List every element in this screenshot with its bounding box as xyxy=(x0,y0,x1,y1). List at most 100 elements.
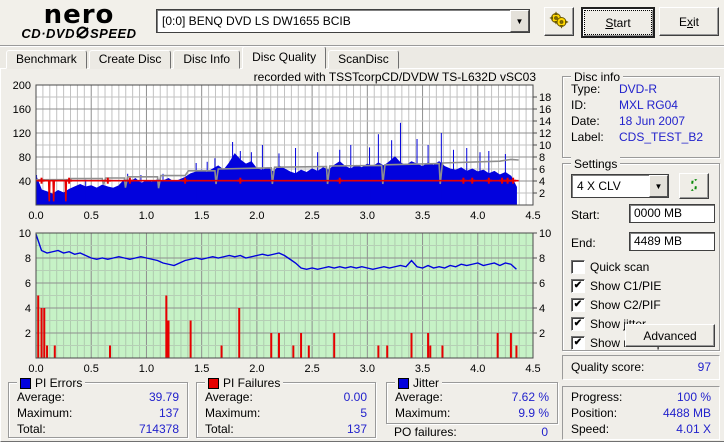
pi-errors-legend: PI Errors xyxy=(17,376,86,390)
stat-label: Maximum: xyxy=(395,406,451,420)
checkbox-box[interactable]: ✔ xyxy=(571,297,585,312)
progress-label: Speed: xyxy=(571,422,610,436)
svg-text:2: 2 xyxy=(25,328,31,340)
svg-text:12: 12 xyxy=(539,128,551,140)
disc-icon xyxy=(76,26,89,41)
svg-text:0.5: 0.5 xyxy=(84,210,99,222)
checkbox-label: Quick scan xyxy=(590,259,650,274)
svg-text:1.0: 1.0 xyxy=(139,210,154,222)
stat-label: Maximum: xyxy=(17,406,73,420)
checkbox-box[interactable]: ✔ xyxy=(571,278,585,293)
svg-text:4.5: 4.5 xyxy=(525,363,540,375)
stat-row: Total: 137 xyxy=(197,421,375,437)
refresh-icon xyxy=(687,178,701,195)
drive-select-dropdown-button[interactable]: ▼ xyxy=(510,10,529,32)
stat-value: 137 xyxy=(158,406,179,420)
stat-value: 714378 xyxy=(138,422,179,436)
jitter-legend: Jitter xyxy=(395,376,443,390)
svg-text:10: 10 xyxy=(539,140,551,152)
svg-text:3.0: 3.0 xyxy=(360,363,375,375)
progress-value: 100 % xyxy=(676,390,711,404)
progress-panel: Progress: 100 % Position: 4488 MB Speed: 4.… xyxy=(562,386,720,440)
stat-label: Total: xyxy=(17,422,46,436)
refresh-button[interactable] xyxy=(679,173,709,199)
tab-scandisc[interactable]: ScanDisc xyxy=(328,50,399,69)
jitter-pif-chart: 2 2 4 4 6 6 8 8 10 10 0.0 0.5 1.0 1.5 2.0 2.5 3.0 3.5 4.0 4… xyxy=(19,228,552,375)
svg-text:2.5: 2.5 xyxy=(304,210,319,222)
start-field[interactable]: 0000 MB xyxy=(629,204,715,223)
stat-row: Average: 39.79 xyxy=(9,389,187,405)
checkbox-box[interactable] xyxy=(571,259,585,274)
tab-create-disc[interactable]: Create Disc xyxy=(88,50,172,69)
exit-button-label: Exit xyxy=(678,14,699,29)
quality-score-row: Quality score: 97 xyxy=(563,356,719,378)
stat-row: Maximum: 137 xyxy=(9,405,187,421)
stat-value: 7.62 % xyxy=(511,390,549,404)
svg-text:8: 8 xyxy=(25,253,31,265)
tab-disc-info[interactable]: Disc Info xyxy=(173,50,241,69)
svg-text:2: 2 xyxy=(539,188,545,200)
disc-info-label: ID: xyxy=(571,98,587,112)
disc-info-row: Date: 18 Jun 2007 xyxy=(563,113,719,129)
tab-benchmark[interactable]: Benchmark xyxy=(6,50,87,69)
progress-row: Speed: 4.01 X xyxy=(563,421,719,437)
svg-text:10: 10 xyxy=(19,228,31,240)
stat-value: 39.79 xyxy=(148,390,179,404)
disc-info-title: Disc info xyxy=(571,70,624,84)
drive-select[interactable]: [0:0] BENQ DVD LS DW1655 BCIB ▼ xyxy=(156,9,530,33)
disc-info-value: DVD-R xyxy=(619,82,657,96)
svg-text:160: 160 xyxy=(13,104,31,116)
svg-text:1.5: 1.5 xyxy=(194,363,209,375)
pi-failures-stats-box: PI Failures Average: 0.00 Maximum: 5 Total… xyxy=(196,376,376,438)
stat-label: Average: xyxy=(205,390,253,404)
checkbox-show-c2-pif[interactable]: ✔ Show C2/PIF xyxy=(571,296,719,313)
progress-label: Position: xyxy=(571,406,618,420)
pi-errors-swatch xyxy=(20,377,31,389)
pi-errors-title: PI Errors xyxy=(35,376,83,390)
speed-select[interactable]: 4 X CLV ▼ xyxy=(571,174,669,198)
disc-info-box: Disc info Type: DVD-R ID: MXL RG04 Date: 18… xyxy=(562,70,720,158)
disc-info-value: 18 Jun 2007 xyxy=(619,114,686,128)
tab-bar: Benchmark Create Disc Disc Info Disc Qua… xyxy=(6,46,401,69)
svg-text:1.5: 1.5 xyxy=(194,210,209,222)
start-field-label: Start: xyxy=(571,208,600,222)
svg-text:2: 2 xyxy=(539,328,545,340)
speed-select-value: 4 X CLV xyxy=(577,179,621,193)
logo-nero-text: nero xyxy=(43,0,115,30)
svg-text:2.0: 2.0 xyxy=(249,363,264,375)
svg-text:4: 4 xyxy=(539,303,545,315)
stat-row: Maximum: 9.9 % xyxy=(387,405,557,421)
tab-disc-quality[interactable]: Disc Quality xyxy=(242,46,327,69)
progress-row: Progress: 100 % xyxy=(563,389,719,405)
stat-label: Average: xyxy=(395,390,443,404)
checkbox-box[interactable]: ✔ xyxy=(571,316,585,331)
po-failures-label: PO failures: xyxy=(394,425,457,439)
stat-row: Average: 0.00 xyxy=(197,389,375,405)
advanced-button[interactable]: Advanced xyxy=(625,324,715,347)
app-logo: nero CD·DVD SPEED xyxy=(8,2,150,42)
pi-failures-title: PI Failures xyxy=(223,376,281,390)
start-button[interactable]: Start xyxy=(581,7,655,38)
checkbox-show-c1-pie[interactable]: ✔ Show C1/PIE xyxy=(571,277,719,294)
checkbox-box[interactable]: ✔ xyxy=(571,335,585,350)
chevron-down-icon: ▼ xyxy=(654,181,663,191)
stat-value: 137 xyxy=(346,422,367,436)
quality-score-label: Quality score: xyxy=(571,360,645,374)
logo-subtitle: CD·DVD SPEED xyxy=(8,26,150,41)
options-button[interactable] xyxy=(544,7,574,36)
disc-info-label: Type: xyxy=(571,82,601,96)
end-field[interactable]: 4489 MB xyxy=(629,232,715,251)
speed-select-dropdown-button[interactable]: ▼ xyxy=(649,175,668,197)
svg-text:0.0: 0.0 xyxy=(28,210,43,222)
end-field-label: End: xyxy=(571,236,596,250)
pi-errors-stats-box: PI Errors Average: 39.79 Maximum: 137 Tota… xyxy=(8,376,188,438)
svg-text:10: 10 xyxy=(539,228,551,240)
disc-info-value: CDS_TEST_B2 xyxy=(619,130,704,144)
svg-text:4.5: 4.5 xyxy=(525,210,540,222)
progress-value: 4.01 X xyxy=(676,422,711,436)
po-failures-row: PO failures: 0 xyxy=(386,424,556,440)
start-button-label: Start xyxy=(605,15,631,30)
exit-button[interactable]: Exit xyxy=(659,7,719,36)
checkbox-quick-scan[interactable]: Quick scan xyxy=(571,258,719,275)
jitter-swatch xyxy=(398,377,409,389)
